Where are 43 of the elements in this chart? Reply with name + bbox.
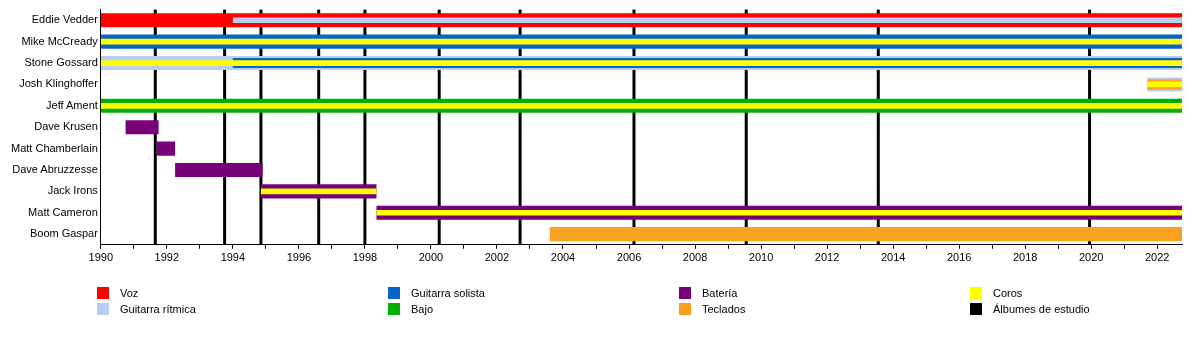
x-tick-label: 2014 [880,251,906,264]
x-tick-label: 1992 [154,251,180,264]
x-tick-label: 2010 [748,251,774,264]
legend-label: Batería [702,287,738,299]
bar [125,120,159,135]
x-tick-label: 2016 [946,251,972,264]
x-tick-label: 2000 [418,251,444,264]
y-tick-label: Mike McCready [21,34,99,47]
y-tick-label: Boom Gaspar [29,227,99,240]
x-tick-label: 1996 [286,251,312,264]
x-tick-label: 2006 [616,251,642,264]
x-tick-label: 2018 [1012,251,1038,264]
bar [376,209,1182,216]
x-tick-label: 1994 [220,251,246,264]
x-tick-label: 2008 [682,251,708,264]
x-tick-label: 2004 [550,251,576,264]
y-tick-label: Dave Krusen [34,120,98,133]
y-tick-label: Josh Klinghoffer [19,77,99,90]
x-tick-label: 2002 [484,251,510,264]
y-tick-label: Matt Chamberlain [10,141,98,154]
y-tick-label: Dave Abruzzesse [12,162,98,175]
y-tick-label: Jeff Ament [46,98,98,111]
legend-label: Teclados [702,303,746,315]
legend-label: Bajo [411,303,434,315]
x-tick-label: 1998 [352,251,378,264]
x-tick-label: 2020 [1078,251,1104,264]
x-tick-label: 2012 [814,251,840,264]
legend-label: Álbumes de estudio [993,303,1090,315]
y-tick-label: Jack Irons [47,184,99,197]
bar [100,60,1182,66]
bar [549,227,1182,242]
legend-label: Guitarra rítmica [120,303,196,315]
legend-label: Coros [993,287,1023,299]
x-tick-label: 1990 [88,251,114,264]
bar [100,103,1182,109]
y-tick-label: Matt Cameron [28,205,98,218]
legend-label: Voz [120,287,139,299]
legend-label: Guitarra solista [411,287,485,299]
x-tick-label: 2022 [1145,251,1170,264]
bar [156,141,176,156]
y-tick-label: Stone Gossard [24,56,98,69]
bar [175,162,263,178]
y-tick-label: Eddie Vedder [31,13,99,26]
